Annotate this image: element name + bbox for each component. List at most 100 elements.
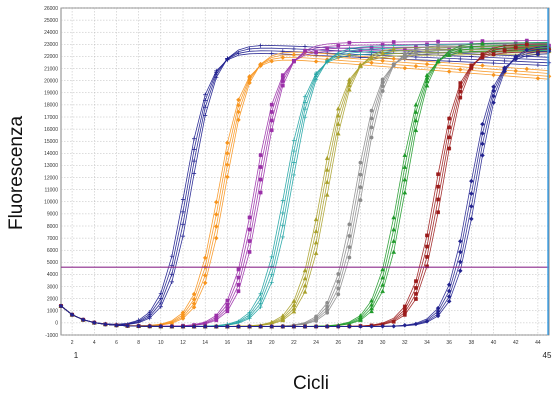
- x-tick-label: 42: [513, 340, 519, 346]
- data-point: [380, 282, 385, 287]
- data-point: [180, 316, 186, 321]
- x-tick-label: 6: [115, 340, 118, 346]
- data-point: [325, 47, 330, 51]
- data-point: [347, 255, 352, 260]
- y-tick-label: 8000: [47, 224, 58, 230]
- data-point: [447, 116, 452, 121]
- data-point: [347, 234, 352, 238]
- data-point: [391, 56, 397, 62]
- data-point: [402, 65, 408, 71]
- data-point: [369, 49, 374, 54]
- y-tick-label: -1000: [45, 333, 58, 339]
- data-point: [269, 254, 274, 260]
- y-tick-label: 13000: [44, 163, 58, 169]
- data-point: [335, 121, 341, 126]
- data-point: [413, 63, 419, 69]
- y-axis-label: Fluorescenza: [6, 116, 27, 230]
- data-point: [480, 141, 485, 147]
- data-point: [424, 52, 430, 57]
- data-point: [247, 239, 252, 243]
- data-point: [458, 84, 463, 89]
- data-point: [469, 54, 474, 59]
- y-tick-label: 2000: [47, 296, 58, 302]
- data-point: [424, 78, 430, 83]
- data-point: [213, 324, 219, 329]
- data-point: [380, 50, 385, 55]
- data-point: [169, 279, 175, 284]
- x-tick-label: 40: [491, 340, 497, 346]
- data-point: [213, 224, 219, 229]
- data-point: [469, 66, 474, 70]
- grid: [61, 7, 549, 336]
- data-point: [535, 76, 541, 81]
- x-tick-label: 28: [358, 340, 364, 346]
- data-point: [425, 233, 429, 238]
- data-point: [424, 61, 430, 67]
- data-point: [447, 135, 452, 140]
- data-point: [258, 43, 263, 48]
- data-point: [225, 140, 230, 146]
- y-tick-label: 23000: [44, 42, 58, 48]
- data-point: [247, 250, 252, 254]
- data-point: [447, 146, 452, 151]
- data-point: [247, 46, 252, 51]
- data-point: [324, 179, 330, 184]
- data-point: [413, 321, 419, 327]
- data-point: [324, 192, 330, 197]
- data-point: [480, 121, 485, 127]
- data-point: [247, 215, 252, 220]
- data-point: [436, 172, 440, 177]
- data-point: [502, 58, 507, 63]
- data-point: [469, 204, 474, 209]
- data-point: [258, 324, 263, 329]
- x-axis-label: Cicli: [293, 373, 329, 394]
- data-point: [291, 52, 297, 58]
- data-point: [347, 46, 352, 51]
- data-point: [324, 167, 330, 172]
- y-tick-label: 19000: [44, 91, 58, 97]
- x-edge-label-end: 45: [543, 351, 552, 360]
- data-point: [391, 63, 396, 68]
- x-tick-label: 10: [158, 340, 164, 346]
- data-point: [180, 222, 186, 227]
- data-point: [524, 66, 530, 72]
- data-point: [302, 324, 308, 329]
- x-tick-label: 24: [313, 340, 319, 346]
- x-tick-label: 4: [93, 340, 96, 346]
- data-point: [513, 68, 519, 74]
- plot-area: [60, 7, 550, 336]
- y-tick-label: 7000: [47, 236, 58, 242]
- data-point: [446, 288, 452, 294]
- x-tick-labels: 2 4 6 8 10 12 14 16 18 20 22 24 26 28 30 32 34 36 38 40 42 44: [71, 340, 541, 346]
- data-point: [380, 46, 385, 51]
- y-tick-label: 20000: [44, 78, 58, 84]
- data-point: [469, 178, 474, 184]
- data-point: [391, 40, 396, 44]
- data-point: [457, 67, 463, 72]
- data-point: [491, 61, 496, 66]
- data-point: [347, 324, 352, 329]
- data-point: [225, 162, 230, 168]
- data-point: [402, 177, 408, 182]
- x-tick-label: 16: [225, 340, 231, 346]
- data-point: [191, 304, 197, 310]
- data-point: [314, 50, 318, 55]
- data-point: [336, 279, 341, 284]
- data-point: [491, 52, 496, 57]
- data-point: [214, 75, 219, 80]
- data-point: [302, 268, 308, 273]
- data-point: [369, 108, 374, 113]
- data-point: [435, 313, 441, 319]
- data-point: [302, 107, 308, 112]
- data-point: [291, 138, 297, 143]
- data-point: [391, 215, 397, 220]
- data-point: [169, 324, 175, 329]
- data-point: [280, 83, 285, 88]
- data-point: [513, 45, 518, 50]
- data-point: [369, 308, 374, 314]
- data-point: [436, 197, 440, 202]
- data-point: [413, 109, 419, 114]
- data-point: [402, 190, 408, 195]
- data-point: [280, 55, 286, 60]
- data-point: [302, 283, 308, 288]
